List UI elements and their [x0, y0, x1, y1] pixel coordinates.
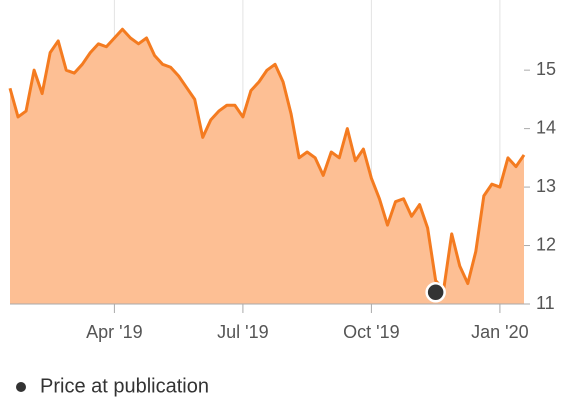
y-tick-label: 14 — [536, 117, 556, 137]
x-tick-label: Oct '19 — [343, 322, 399, 342]
x-tick-label: Apr '19 — [86, 322, 142, 342]
y-tick-label: 11 — [536, 293, 555, 313]
legend-symbol — [16, 382, 26, 392]
x-tick-label: Jul '19 — [217, 322, 268, 342]
area — [10, 29, 524, 304]
y-tick-label: 12 — [536, 234, 556, 254]
y-tick-label: 13 — [536, 176, 556, 196]
publication-point — [425, 282, 446, 303]
legend-label: Price at publication — [40, 375, 209, 397]
y-tick-label: 15 — [536, 59, 556, 79]
x-tick-label: Jan '20 — [471, 322, 528, 342]
